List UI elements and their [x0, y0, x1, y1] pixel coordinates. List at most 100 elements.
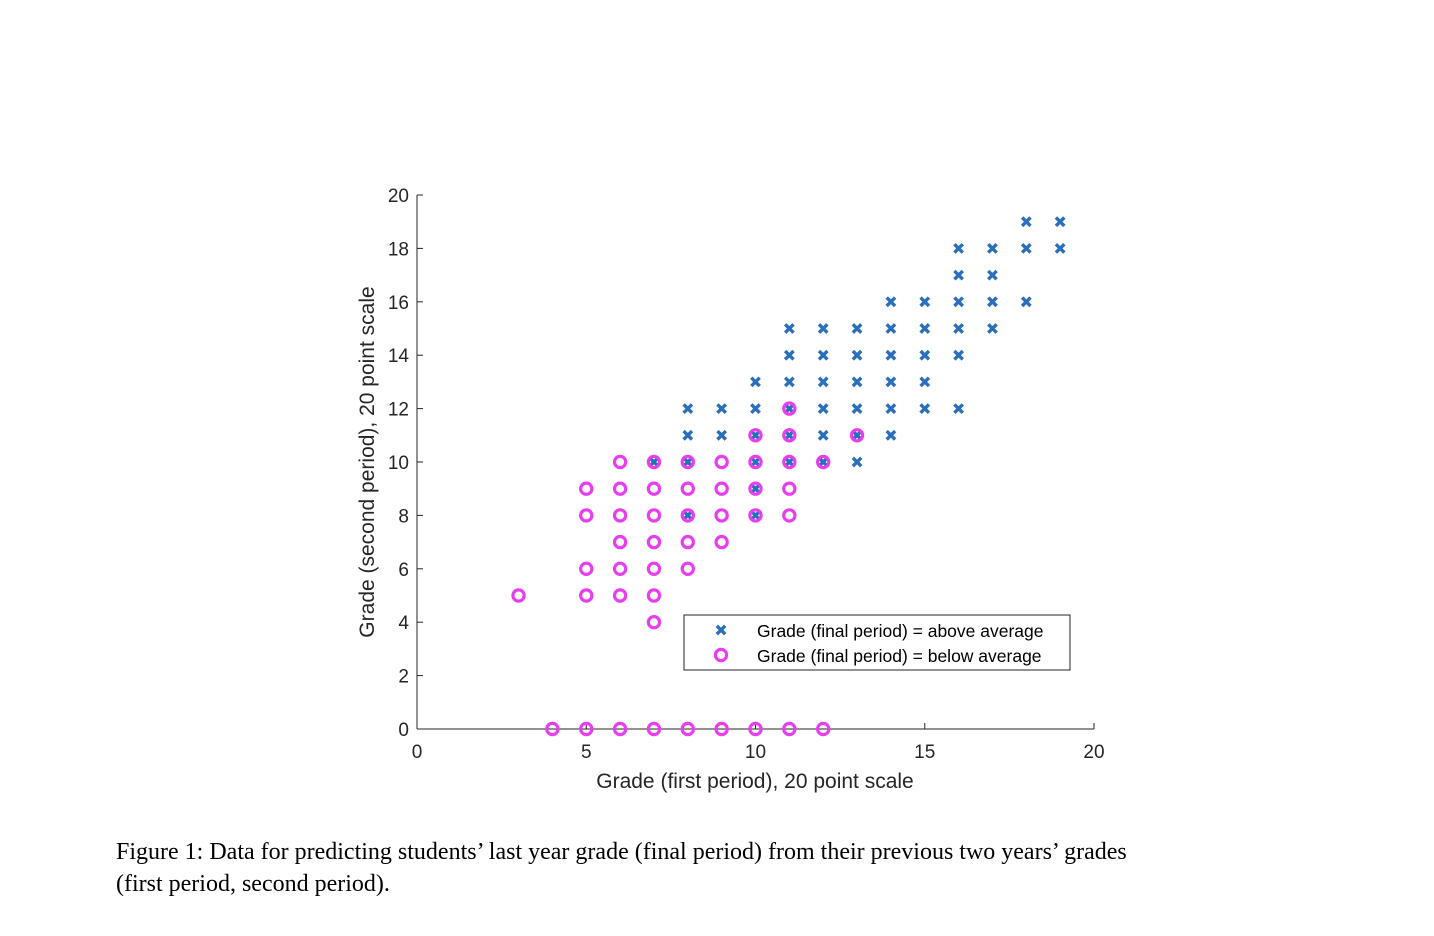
data-point-above [750, 483, 761, 495]
data-point-below [782, 454, 797, 470]
data-point-above [682, 403, 694, 415]
legend-box [683, 614, 1071, 671]
data-point-below [782, 481, 797, 496]
data-point-above [885, 429, 897, 441]
data-point-below [782, 508, 797, 523]
data-point-below [579, 481, 594, 496]
y-tick-label: 12 [388, 400, 409, 421]
data-point-above [817, 349, 829, 361]
data-point-below [646, 588, 662, 603]
data-point-above [953, 269, 965, 281]
data-point-below [748, 721, 763, 737]
data-point-below [748, 481, 763, 496]
data-point-below [646, 721, 662, 737]
caption-line-1: Figure 1: Data for predicting students’ … [116, 839, 1127, 865]
data-point-above [1020, 216, 1032, 228]
data-point-above [682, 429, 694, 441]
data-point-above [783, 403, 795, 415]
data-point-above [783, 429, 795, 441]
data-point-below [612, 588, 628, 603]
data-point-below [646, 508, 662, 523]
scatter-chart: 0 5 10 15 20 0 2 4 6 8 10 12 14 16 18 20 Grade (first p… [356, 186, 1105, 793]
axes: 0 5 10 15 20 0 2 4 6 8 10 12 14 16 18 20 [388, 186, 1105, 763]
data-point-above [885, 349, 897, 361]
data-point-above [817, 323, 829, 334]
data-point-below [714, 481, 729, 496]
data-point-below [646, 561, 662, 577]
y-axis-label: Grade (second period), 20 point scale [356, 286, 379, 637]
data-point-above [851, 349, 863, 361]
data-point-above [851, 429, 863, 441]
data-point-above [750, 376, 761, 388]
data-point-below [714, 721, 729, 737]
data-point-below [680, 508, 696, 523]
data-point-above [851, 323, 863, 334]
data-point-above [919, 349, 931, 361]
data-point-below [782, 401, 797, 416]
data-point-above [1020, 242, 1032, 254]
data-point-above [919, 376, 931, 388]
data-point-below [714, 508, 729, 523]
data-point-above [783, 376, 795, 388]
data-point-above [987, 323, 998, 334]
legend: Grade (final period) = above average Gra… [683, 614, 1071, 671]
data-point-below [680, 561, 696, 577]
x-tick-label: 5 [581, 742, 592, 763]
data-point-below [612, 481, 628, 496]
data-point-above [919, 403, 931, 415]
data-point-above [817, 376, 829, 388]
legend-marker-below [713, 647, 729, 663]
circle-marker-icon [713, 647, 729, 663]
y-tick-label: 6 [398, 560, 409, 581]
caption-line-2: (first period, second period). [116, 871, 390, 897]
data-point-below [748, 454, 763, 470]
data-point-below [782, 428, 797, 443]
data-point-below [579, 561, 594, 577]
data-point-above [783, 456, 795, 468]
data-point-above [817, 429, 829, 441]
y-tick-label: 20 [388, 186, 409, 207]
data-point-above [1020, 296, 1032, 308]
data-point-below [646, 534, 662, 550]
y-tick-label: 8 [398, 506, 409, 527]
data-marks [511, 216, 1066, 737]
data-point-below [646, 481, 662, 496]
data-point-below [680, 481, 696, 496]
data-point-below [646, 454, 662, 470]
data-point-above [716, 429, 728, 441]
data-point-below [816, 721, 831, 737]
data-point-above [953, 242, 965, 254]
data-point-above [885, 296, 897, 308]
data-point-below [816, 454, 831, 470]
data-point-below [612, 534, 628, 550]
data-point-above [953, 403, 965, 415]
figure-caption: Figure 1: Data for predicting students’ … [116, 836, 1366, 900]
data-point-below [579, 721, 594, 737]
data-point-below [849, 428, 865, 443]
data-point-below [714, 534, 729, 550]
data-point-below [680, 454, 696, 470]
data-point-above [919, 323, 931, 334]
data-point-below [748, 508, 763, 523]
data-point-above [987, 296, 998, 308]
data-point-above [953, 349, 965, 361]
data-point-above [817, 456, 829, 468]
data-point-above [885, 376, 897, 388]
x-axis-label: Grade (first period), 20 point scale [596, 770, 913, 793]
data-point-below [612, 454, 628, 470]
data-point-below [579, 588, 594, 603]
y-tick-label: 0 [398, 720, 409, 741]
x-tick-label: 20 [1083, 742, 1104, 763]
data-point-above [750, 429, 761, 441]
data-point-below [714, 454, 729, 470]
data-point-above [953, 323, 965, 334]
series-below-average [511, 401, 865, 737]
data-point-above [648, 456, 660, 468]
data-point-below [612, 721, 628, 737]
x-tick-label: 15 [914, 742, 935, 763]
data-point-above [682, 509, 694, 521]
y-tick-label: 18 [388, 239, 409, 260]
y-tick-label: 16 [388, 293, 409, 314]
legend-marker-above [715, 624, 727, 636]
x-tick-label: 0 [412, 742, 423, 763]
